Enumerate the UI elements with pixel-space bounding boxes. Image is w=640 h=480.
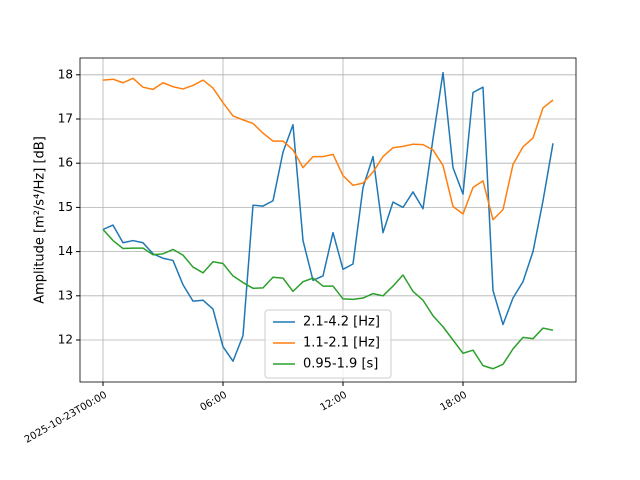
legend-box xyxy=(264,309,392,379)
y-tick-label: 12 xyxy=(58,333,73,347)
series-line xyxy=(102,77,554,221)
x-tick-label: 12:00 xyxy=(319,390,349,414)
series-line xyxy=(102,228,554,370)
legend-label: 2.1-4.2 [Hz] xyxy=(303,315,380,330)
y-tick-label: 16 xyxy=(58,156,73,170)
y-axis-label: Amplitude [m²/s⁴/Hz] [dB] xyxy=(33,136,48,304)
y-tick-label: 18 xyxy=(58,67,73,81)
x-tick-label: 06:00 xyxy=(199,390,229,414)
y-tick-label: 15 xyxy=(58,200,73,214)
y-tick-label: 13 xyxy=(58,288,73,302)
legend-label: 0.95-1.9 [s] xyxy=(303,357,378,372)
legend-label: 1.1-2.1 [Hz] xyxy=(303,336,380,351)
plot-frame xyxy=(79,57,577,383)
y-tick-label: 17 xyxy=(58,111,73,125)
x-tick-label: 2025-10-23T00:00 xyxy=(23,390,109,446)
legend: 2.1-4.2 [Hz] 1.1-2.1 [Hz] 0.95-1.9 [s] xyxy=(264,309,392,379)
x-tick-label: 18:00 xyxy=(439,390,469,414)
y-tick-label: 14 xyxy=(58,244,73,258)
series-line xyxy=(102,71,554,362)
